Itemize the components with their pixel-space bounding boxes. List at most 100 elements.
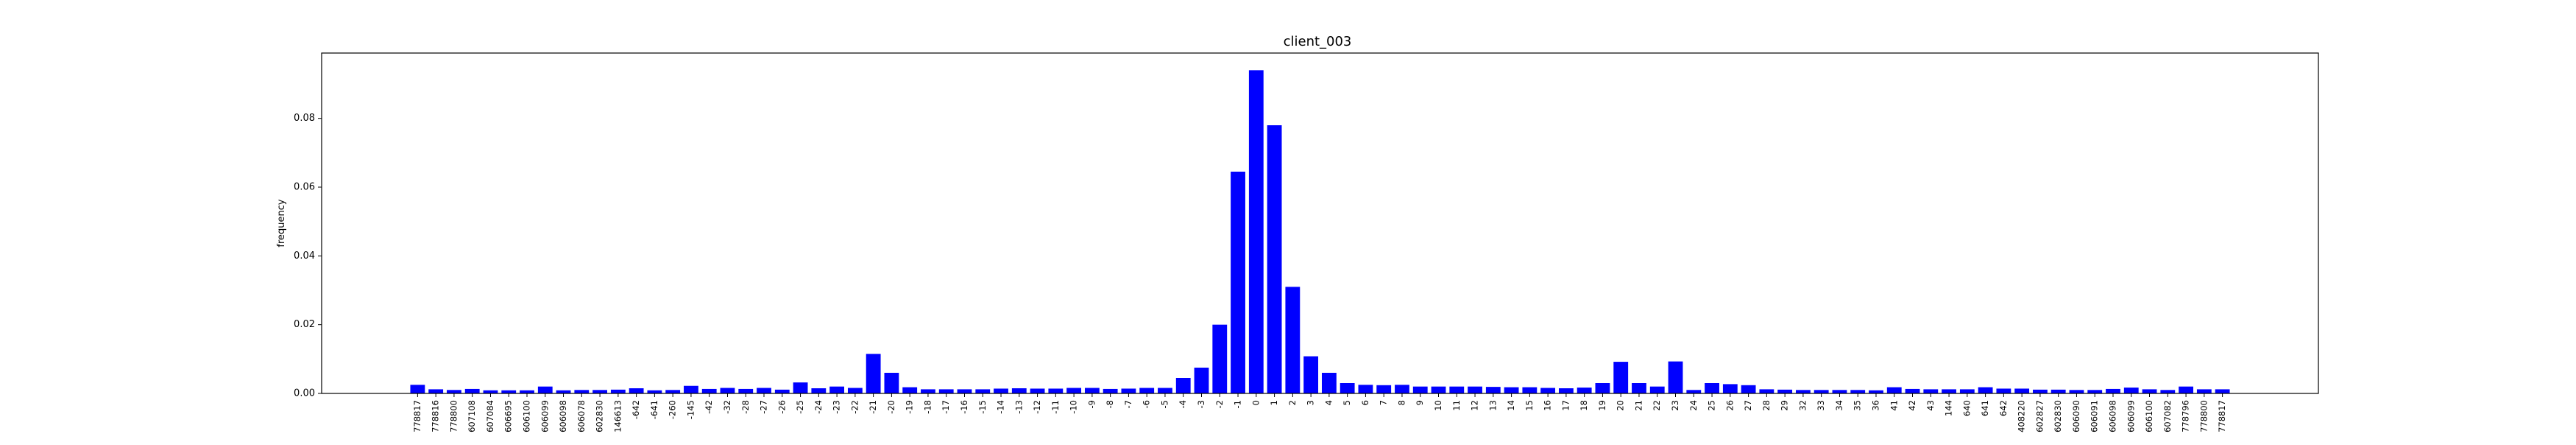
- bar: [2069, 390, 2084, 393]
- bar: [2179, 386, 2193, 393]
- bar: [1923, 389, 1939, 393]
- bar: [720, 388, 735, 393]
- bar: [957, 389, 972, 393]
- x-tick-label: -25: [795, 400, 805, 414]
- x-tick-label: 778796: [2181, 400, 2191, 432]
- bar: [938, 389, 954, 393]
- x-tick-label: -7: [1123, 400, 1133, 408]
- bar: [1796, 390, 1811, 393]
- x-tick-label: -42: [704, 400, 714, 414]
- bar: [757, 388, 771, 393]
- bar: [410, 385, 425, 393]
- bar: [1267, 125, 1282, 393]
- bar: [1485, 387, 1501, 393]
- bar: [1303, 356, 1319, 393]
- bar: [1777, 389, 1793, 393]
- x-tick-label: 14: [1506, 400, 1516, 411]
- bar: [1741, 385, 1756, 393]
- bar: [1376, 385, 1392, 393]
- bar: [464, 388, 480, 393]
- bar: [1577, 388, 1592, 393]
- bar: [1121, 388, 1136, 393]
- bar: [1285, 287, 1301, 393]
- x-tick-label: 27: [1743, 400, 1753, 411]
- y-tick-label: 0.06: [294, 182, 315, 193]
- bar: [592, 390, 607, 393]
- bar: [1139, 388, 1155, 393]
- bar: [428, 389, 444, 393]
- x-tick-label: 2: [1287, 400, 1298, 405]
- x-tick-label: 36: [1870, 400, 1880, 411]
- x-tick-label: 41: [1889, 400, 1899, 411]
- bar: [811, 388, 827, 393]
- bar: [902, 387, 918, 393]
- bar: [1705, 383, 1719, 393]
- bar: [1850, 390, 1866, 393]
- bar: [2160, 390, 2176, 393]
- x-tick-label: -19: [905, 400, 915, 414]
- x-tick-label: -27: [759, 400, 769, 414]
- bar: [447, 390, 461, 393]
- x-tick-label: 42: [1907, 400, 1917, 411]
- bar: [1869, 390, 1883, 393]
- x-tick-label: -8: [1105, 400, 1115, 408]
- x-tick-label: 606099: [2126, 400, 2136, 432]
- bar: [1048, 388, 1064, 393]
- bar: [1412, 386, 1428, 393]
- x-tick-label: 606100: [522, 400, 532, 432]
- x-tick-label: -9: [1086, 400, 1097, 408]
- bar: [2123, 388, 2139, 393]
- bar: [1613, 362, 1629, 393]
- bar: [629, 388, 644, 393]
- x-tick-label: 778800: [2198, 400, 2209, 432]
- x-tick-label: -17: [941, 400, 951, 414]
- bar: [1248, 70, 1264, 393]
- bar: [884, 373, 899, 393]
- x-tick-label: 778817: [412, 400, 422, 432]
- x-tick-label: 606091: [2090, 400, 2100, 432]
- bar: [793, 382, 808, 393]
- x-tick-label: -23: [832, 400, 842, 414]
- x-tick-label: -2: [1214, 400, 1225, 408]
- bar: [1321, 373, 1337, 393]
- bar: [1358, 385, 1373, 393]
- bar: [1158, 388, 1172, 393]
- x-tick-label: 606098: [558, 400, 568, 432]
- x-tick-label: 3: [1306, 400, 1316, 405]
- bar: [1649, 386, 1665, 393]
- y-tick-label: 0.00: [294, 388, 315, 399]
- x-tick-label: 607082: [2162, 400, 2173, 432]
- x-tick-label: -15: [977, 400, 988, 414]
- x-tick-label: -4: [1178, 400, 1188, 408]
- x-tick-label: 22: [1652, 400, 1662, 411]
- x-tick-label: 33: [1816, 400, 1826, 411]
- x-tick-label: 11: [1451, 400, 1462, 411]
- bar: [774, 389, 790, 393]
- x-tick-label: -14: [996, 400, 1006, 414]
- x-tick-label: 640: [1961, 400, 1972, 416]
- x-tick-label: 144: [1944, 400, 1954, 416]
- bar: [1340, 383, 1355, 393]
- bar: [2106, 388, 2120, 393]
- x-tick-label: -28: [740, 400, 751, 414]
- x-tick-label: 35: [1853, 400, 1863, 411]
- x-tick-label: 606099: [539, 400, 550, 432]
- x-tick-label: 607108: [467, 400, 477, 432]
- x-tick-label: 602827: [2034, 400, 2045, 432]
- y-tick-label: 0.04: [294, 250, 315, 262]
- x-tick-label: 29: [1780, 400, 1790, 411]
- x-tick-label: 606695: [503, 400, 514, 432]
- y-tick-label: 0.08: [294, 113, 315, 124]
- bars-layer: [410, 70, 2230, 393]
- x-tick-label: 607084: [485, 400, 495, 432]
- x-tick-label: -26: [776, 400, 787, 414]
- bar: [1632, 383, 1646, 393]
- x-tick-label: 20: [1616, 400, 1626, 411]
- x-tick-label: 15: [1524, 400, 1535, 411]
- bar: [1194, 368, 1209, 393]
- x-tick-label: -21: [868, 400, 878, 414]
- x-tick-label: 602830: [595, 400, 605, 432]
- bar: [1449, 386, 1465, 393]
